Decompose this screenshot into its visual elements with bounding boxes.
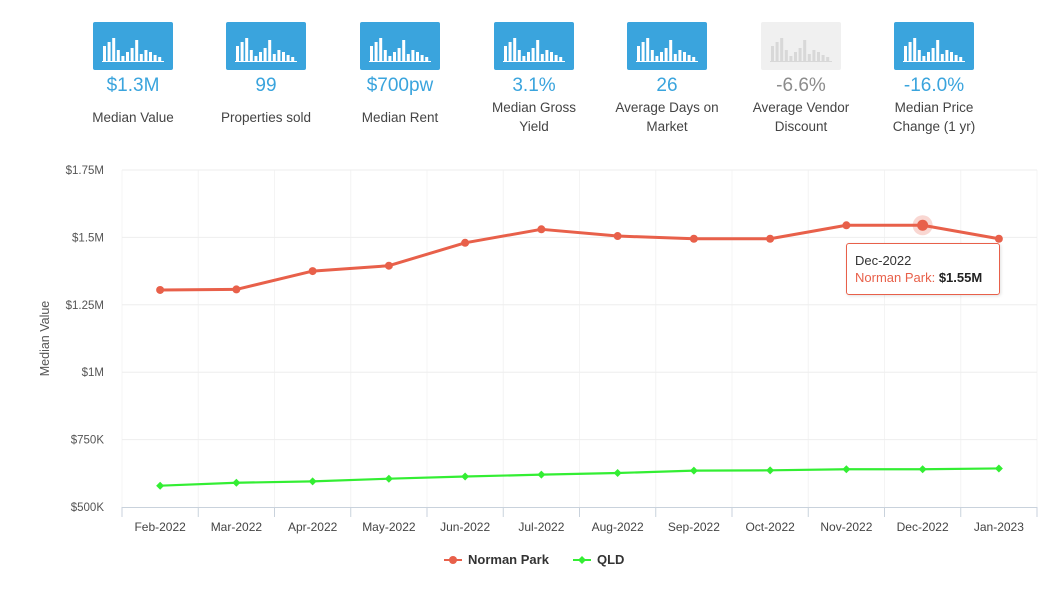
x-tick-label: May-2022: [362, 520, 416, 534]
data-point: [766, 466, 775, 475]
chart-legend: Norman Park QLD: [0, 552, 1050, 576]
legend-diamond-marker-icon: [573, 555, 591, 564]
data-point: [918, 465, 927, 474]
data-point: [842, 221, 851, 230]
bar-chart-icon[interactable]: [93, 22, 173, 70]
x-tick-label: Jul-2022: [518, 520, 564, 534]
x-tick-label: Feb-2022: [134, 520, 186, 534]
stat-label-line-2: Market: [646, 119, 688, 134]
bar-chart-icon[interactable]: [360, 22, 440, 70]
bar-chart-icon[interactable]: [761, 22, 841, 70]
legend-item-qld[interactable]: QLD: [573, 552, 624, 567]
stat-median-rent[interactable]: $700pw Median Rent: [335, 22, 465, 127]
y-tick-label: $1.5M: [72, 232, 104, 244]
x-tick-label: Mar-2022: [211, 520, 263, 534]
tooltip-separator: :: [931, 270, 936, 285]
data-point: [232, 478, 241, 487]
stat-median-price-change[interactable]: -16.0% Median Price Change (1 yr): [869, 22, 999, 136]
y-tick-label: $1.75M: [66, 165, 104, 177]
x-tick-label: Nov-2022: [820, 520, 872, 534]
y-tick-label: $1.25M: [66, 300, 104, 312]
data-point-hovered: [917, 219, 929, 231]
data-point: [461, 238, 470, 247]
data-point: [308, 477, 317, 486]
bar-chart-icon[interactable]: [226, 22, 306, 70]
bar-chart-glyph: [503, 38, 565, 62]
stat-average-vendor-discount[interactable]: -6.6% Average Vendor Discount: [736, 22, 866, 136]
stat-label-line-1: Median Price: [894, 100, 974, 115]
data-point: [613, 469, 622, 478]
data-point: [156, 285, 165, 294]
chart-tooltip: Dec-2022 Norman Park: $1.55M: [846, 243, 1000, 295]
x-tick-label: Dec-2022: [897, 520, 949, 534]
y-tick-label: $1M: [82, 367, 104, 379]
bar-chart-glyph: [903, 38, 965, 62]
legend-label: Norman Park: [468, 552, 549, 567]
stat-label: Median Value: [92, 110, 174, 125]
stat-label: Median Rent: [361, 110, 439, 125]
data-point: [994, 234, 1003, 243]
series-line-qld: [160, 467, 999, 487]
x-tick-label: Oct-2022: [745, 520, 795, 534]
data-point: [537, 470, 546, 479]
stat-label-line-2: Change (1 yr): [892, 119, 976, 134]
data-point: [384, 474, 393, 483]
stat-label-line-2: Discount: [774, 119, 828, 134]
data-point: [232, 285, 241, 294]
x-tick-label: Jan-2023: [974, 520, 1024, 534]
data-point: [384, 261, 393, 270]
data-point: [613, 232, 622, 241]
data-point: [689, 234, 698, 243]
x-tick-label: Sep-2022: [668, 520, 720, 534]
stat-value: 3.1%: [512, 75, 556, 96]
data-point: [537, 225, 546, 234]
bar-chart-icon[interactable]: [627, 22, 707, 70]
stat-value: 99: [255, 75, 277, 96]
stat-label-line-1: Average Days on: [615, 100, 719, 115]
stat-median-gross-yield[interactable]: 3.1% Median Gross Yield: [469, 22, 599, 136]
stat-value: $700pw: [366, 75, 434, 96]
data-point: [994, 464, 1003, 473]
bar-chart-icon[interactable]: [894, 22, 974, 70]
data-point: [461, 472, 470, 481]
stat-label-line-1: Average Vendor: [752, 100, 850, 115]
stat-value: -6.6%: [776, 75, 826, 96]
x-tick-label: Apr-2022: [288, 520, 338, 534]
legend-label: QLD: [597, 552, 625, 567]
stat-label: Properties sold: [220, 110, 312, 125]
stat-label-line-1: Median Gross: [491, 100, 577, 115]
data-point: [842, 465, 851, 474]
stat-value: 26: [656, 75, 678, 96]
y-tick-label: $750K: [71, 435, 105, 447]
stat-label-line-2: Yield: [519, 119, 549, 134]
stat-properties-sold[interactable]: 99 Properties sold: [201, 22, 331, 127]
y-axis-title: Median Value: [38, 301, 52, 377]
data-point: [308, 267, 317, 276]
bar-chart-glyph: [369, 38, 431, 62]
series-line-norman-park: [160, 223, 1000, 292]
stat-average-days-on-market[interactable]: 26 Average Days on Market: [602, 22, 732, 136]
x-tick-label: Jun-2022: [440, 520, 490, 534]
stat-value: -16.0%: [903, 75, 965, 96]
tooltip-category: Dec-2022: [855, 253, 912, 268]
legend-item-norman-park[interactable]: Norman Park: [444, 552, 549, 567]
stats-bar: $1.3M Median Value 99 Properties sold $7…: [0, 0, 1050, 150]
data-point: [156, 481, 165, 490]
y-tick-label: $500K: [71, 502, 105, 514]
data-point: [689, 466, 698, 475]
bar-chart-icon[interactable]: [494, 22, 574, 70]
legend-circle-marker-icon: [444, 555, 462, 564]
tooltip-series-name: Norman Park: [855, 270, 932, 285]
median-value-line-chart: $500K $750K $1M $1.25M $1.5M $1.75M Feb-2022 Ma…: [38, 165, 1038, 534]
x-tick-label: Aug-2022: [592, 520, 644, 534]
bar-chart-glyph: [770, 38, 832, 62]
bar-chart-glyph: [636, 38, 698, 62]
stat-value: $1.3M: [106, 75, 160, 96]
bar-chart-glyph: [235, 38, 297, 62]
tooltip-value: $1.55M: [938, 270, 983, 285]
stat-median-value[interactable]: $1.3M Median Value: [68, 22, 198, 127]
data-point: [766, 234, 775, 243]
bar-chart-glyph: [102, 38, 164, 62]
